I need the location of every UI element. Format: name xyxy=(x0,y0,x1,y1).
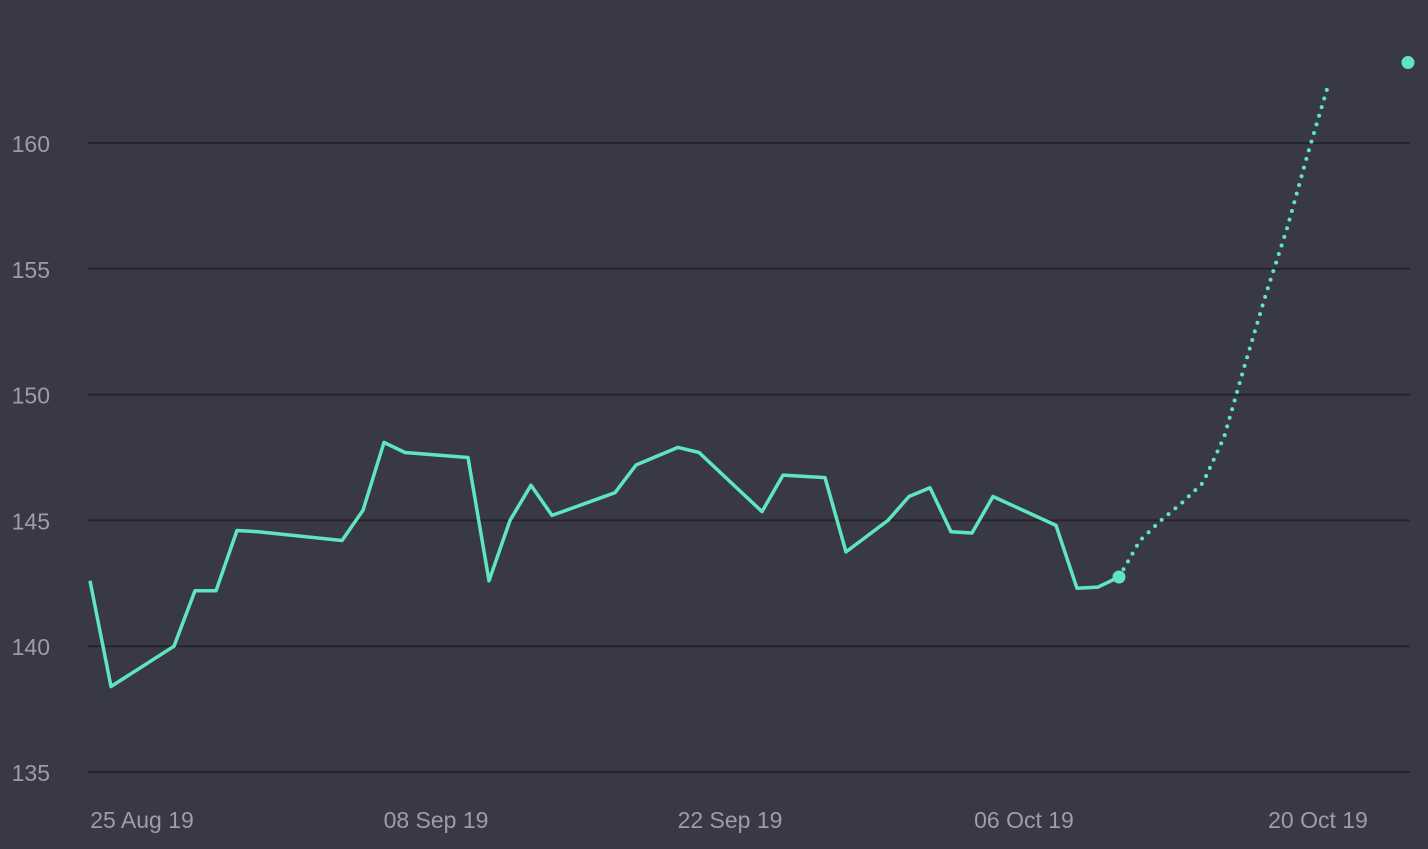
endpoint-marker-2 xyxy=(1401,55,1415,69)
series-lines xyxy=(88,80,1331,689)
y-tick-label-140: 140 xyxy=(12,634,50,660)
y-tick-label-135: 135 xyxy=(12,760,50,786)
x-axis-tick-labels: 25 Aug 19 08 Sep 19 22 Sep 19 06 Oct 19 20 O… xyxy=(90,807,1368,833)
y-tick-label-160: 160 xyxy=(12,131,50,157)
y-axis-tick-labels: 135 140 145 150 155 160 xyxy=(12,131,50,786)
x-tick-label-2019-09-22: 22 Sep 19 xyxy=(678,807,783,833)
grid-lines xyxy=(88,142,1410,773)
y-tick-label-145: 145 xyxy=(12,508,50,534)
y-tick-label-155: 155 xyxy=(12,257,50,283)
x-tick-label-2019-09-08: 08 Sep 19 xyxy=(384,807,489,833)
x-tick-label-2019-10-06: 06 Oct 19 xyxy=(974,807,1074,833)
endpoint-markers xyxy=(1112,55,1415,584)
series-line-dotted xyxy=(1117,80,1331,579)
y-tick-label-150: 150 xyxy=(12,383,50,409)
x-tick-label-2019-08-25: 25 Aug 19 xyxy=(90,807,194,833)
x-tick-label-2019-10-20: 20 Oct 19 xyxy=(1268,807,1368,833)
endpoint-marker-1 xyxy=(1112,570,1126,584)
series-line-solid xyxy=(88,440,1120,689)
